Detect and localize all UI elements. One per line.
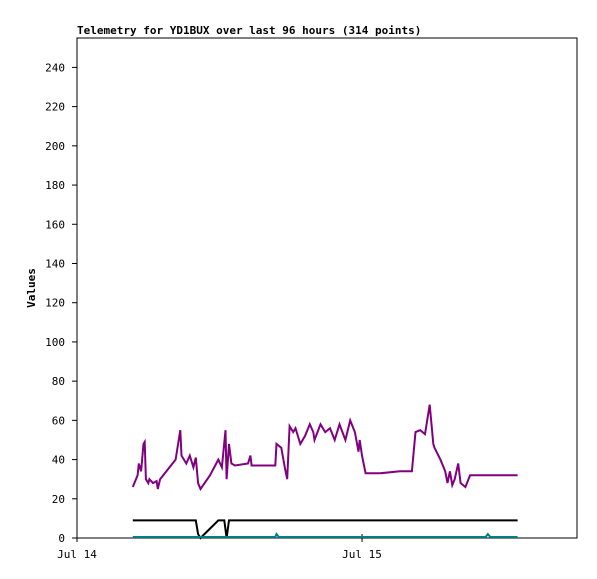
y-tick-label: 180 [45,179,65,192]
y-tick-label: 220 [45,101,65,114]
x-tick-label: Jul 14 [57,548,97,561]
y-tick-label: 100 [45,336,65,349]
y-tick-label: 140 [45,257,65,270]
y-tick-label: 0 [58,532,65,545]
y-tick-label: 240 [45,61,65,74]
y-tick-label: 40 [52,454,65,467]
y-tick-label: 160 [45,218,65,231]
series-line [132,532,518,538]
chart-title: Telemetry for YD1BUX over last 96 hours … [77,24,421,37]
y-tick-label: 60 [52,414,65,427]
y-tick-label: 120 [45,297,65,310]
x-tick-label: Jul 15 [342,548,382,561]
series-line [132,519,518,540]
y-tick-label: 20 [52,493,65,506]
y-tick-label: 80 [52,375,65,388]
y-axis-label: Values [25,268,38,308]
y-tick-label: 200 [45,140,65,153]
series-line [131,404,518,492]
